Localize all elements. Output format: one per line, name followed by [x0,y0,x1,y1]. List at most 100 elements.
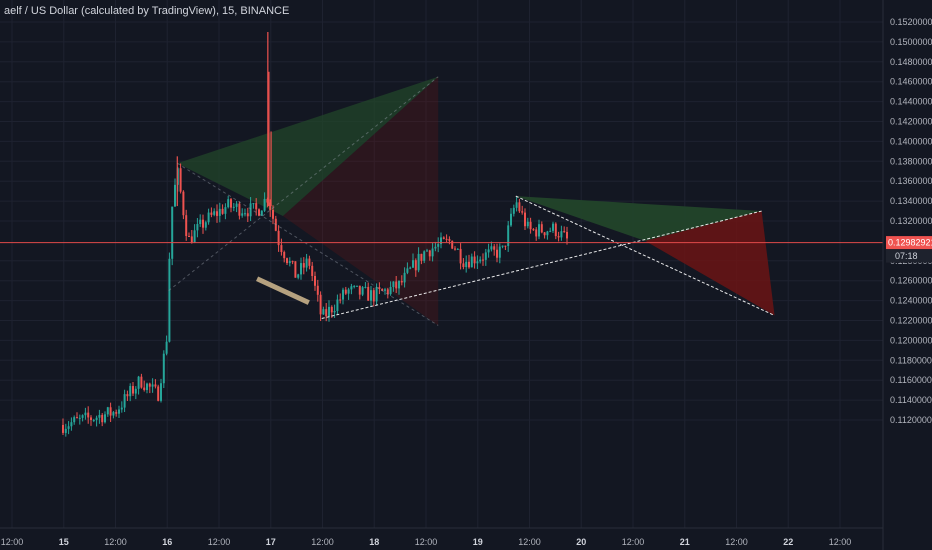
candle-body [126,394,129,397]
candle-body [426,250,428,252]
candle-body [448,239,451,241]
time-tick-label: 12:00 [415,537,438,547]
candle-body [210,212,213,215]
candle-body [386,289,389,295]
candle-body [328,306,330,317]
candle-body [302,263,305,268]
candle-body [496,249,498,258]
candle-body [476,261,479,264]
candle-body [98,414,101,418]
candle-body [339,299,342,301]
candle-body [140,376,143,388]
candle-body [157,386,160,401]
candle-body [364,286,367,288]
candle-body [64,428,67,433]
candle-body [526,221,529,227]
candle-body [190,236,193,243]
candle-body [134,388,137,394]
candle-body [518,202,521,212]
candle-body [92,419,95,421]
time-tick-label: 19 [473,537,483,547]
candle-body [165,341,168,354]
candle-body [160,383,162,401]
candle-body [543,232,546,236]
candle-body [76,417,78,419]
candle-body [566,231,568,239]
candle-body [196,224,199,231]
time-tick-label: 20 [576,537,586,547]
time-tick-label: 12:00 [1,537,24,547]
candle-body [412,260,414,268]
countdown-label: 07:18 [895,251,918,261]
candle-body [90,417,92,421]
candle-body [398,280,400,289]
candle-body [132,386,134,394]
candle-body [484,252,487,260]
candle-body [330,306,333,313]
candle-body [515,202,518,208]
last-price-label: 0.12982921 [888,238,932,248]
candle-body [286,258,288,264]
candle-body [151,384,154,387]
candle-body [524,212,526,227]
time-tick-label: 12:00 [311,537,334,547]
candle-body [300,263,302,275]
candle-body [512,207,515,214]
candle-body [174,184,176,207]
candle-body [112,412,115,416]
early-red-zone [282,76,439,326]
candle-body [143,387,146,391]
candle-body [549,230,552,232]
time-axis[interactable]: 12:00 15 12:00 16 12:00 17 12:00 18 12:00 19 12:00… [1,537,852,547]
candle-body [283,252,286,259]
candle-body [235,203,238,207]
candle-body [258,209,260,216]
time-tick-label: 12:00 [104,537,127,547]
candle-body [263,198,266,211]
time-tick-label: 21 [680,537,690,547]
candle-body [350,286,353,290]
candle-body [498,246,501,258]
candle-body [280,245,283,253]
candle-body [182,191,185,216]
candle-body [249,203,252,217]
candle-body [73,417,76,423]
candles [62,31,568,437]
candle-body [305,258,308,268]
candle-body [535,229,538,237]
time-tick-label: 12:00 [518,537,541,547]
projection-green-zone [515,196,762,241]
candle-body [148,383,151,387]
drawing-fills [177,76,775,326]
candle-body [291,261,294,263]
candle-body [490,246,493,250]
candle-body [400,280,403,283]
candle-body [482,259,484,261]
candle-body [507,225,510,246]
candle-body [344,289,347,294]
candle-body [246,213,249,217]
candle-body [244,213,246,215]
candle-body [199,219,202,225]
countdown-tag-bg [886,249,932,263]
candle-body [442,237,445,239]
candle-body [468,261,470,268]
last-price-tag-bg [886,236,932,250]
candle-body [202,219,204,228]
candle-body [252,203,255,205]
time-tick-label: 12:00 [622,537,645,547]
candle-body [417,253,420,271]
candle-body [269,202,272,210]
